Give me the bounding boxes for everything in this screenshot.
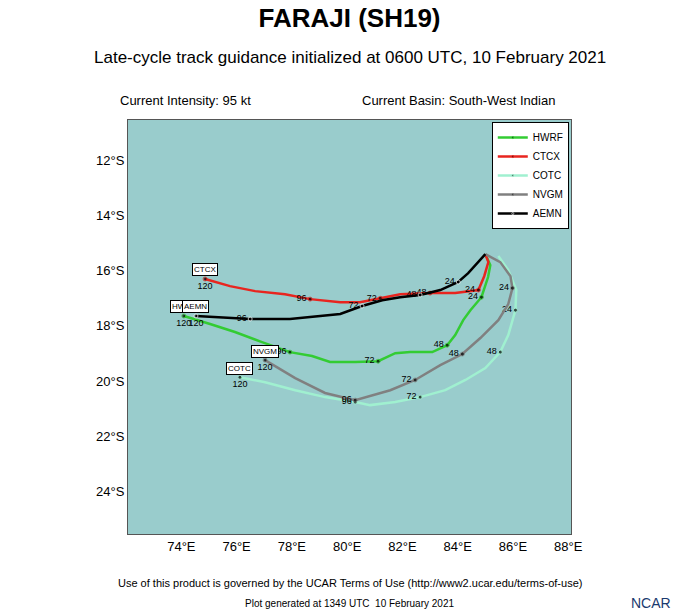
svg-text:72: 72 — [367, 293, 377, 303]
svg-text:24: 24 — [468, 291, 478, 301]
svg-text:88°E: 88°E — [554, 539, 583, 554]
svg-text:48: 48 — [407, 289, 417, 299]
svg-text:24: 24 — [502, 304, 512, 314]
svg-text:120: 120 — [176, 318, 191, 328]
svg-text:96: 96 — [342, 396, 352, 406]
svg-text:74°E: 74°E — [167, 539, 196, 554]
svg-text:48: 48 — [434, 339, 444, 349]
svg-text:CTCX: CTCX — [533, 151, 561, 162]
svg-text:24: 24 — [499, 282, 509, 292]
svg-text:78°E: 78°E — [278, 539, 307, 554]
svg-text:120: 120 — [258, 362, 273, 372]
svg-text:72: 72 — [365, 355, 375, 365]
svg-text:24: 24 — [445, 276, 455, 286]
svg-text:HWRF: HWRF — [533, 132, 563, 143]
svg-text:48: 48 — [487, 346, 497, 356]
svg-text:72: 72 — [349, 300, 359, 310]
svg-text:96: 96 — [297, 293, 307, 303]
svg-text:Current Basin: South-West Indi: Current Basin: South-West Indian — [362, 93, 555, 108]
svg-text:24°S: 24°S — [96, 484, 125, 499]
svg-text:NCAR: NCAR — [631, 595, 671, 611]
svg-text:12°S: 12°S — [96, 153, 125, 168]
svg-text:22°S: 22°S — [96, 429, 125, 444]
svg-text:NVGM: NVGM — [533, 189, 563, 200]
svg-text:Use of this product is governe: Use of this product is governed by the U… — [118, 577, 582, 589]
svg-text:120: 120 — [188, 318, 203, 328]
svg-text:24: 24 — [465, 284, 475, 294]
svg-text:FARAJI (SH19): FARAJI (SH19) — [258, 3, 440, 33]
svg-text:48: 48 — [449, 348, 459, 358]
svg-text:76°E: 76°E — [222, 539, 251, 554]
svg-text:96: 96 — [237, 313, 247, 323]
svg-text:96: 96 — [342, 394, 352, 404]
svg-text:CTCX: CTCX — [194, 265, 216, 274]
svg-text:96: 96 — [276, 346, 286, 356]
svg-text:Current Intensity: 95 kt: Current Intensity: 95 kt — [120, 93, 251, 108]
svg-text:120: 120 — [198, 281, 213, 291]
svg-text:16°S: 16°S — [96, 263, 125, 278]
svg-text:120: 120 — [232, 379, 247, 389]
svg-text:86°E: 86°E — [499, 539, 528, 554]
svg-text:72: 72 — [407, 391, 417, 401]
svg-text:84°E: 84°E — [444, 539, 473, 554]
svg-text:18°S: 18°S — [96, 318, 125, 333]
svg-text:HWRF: HWRF — [172, 302, 196, 311]
svg-text:20°S: 20°S — [96, 374, 125, 389]
svg-text:72: 72 — [402, 374, 412, 384]
svg-text:COTC: COTC — [533, 170, 561, 181]
svg-text:AEMN: AEMN — [533, 208, 562, 219]
svg-text:48: 48 — [417, 287, 427, 297]
svg-text:COTC: COTC — [228, 364, 251, 373]
svg-text:NVGM: NVGM — [253, 347, 277, 356]
svg-text:82°E: 82°E — [388, 539, 417, 554]
svg-text:14°S: 14°S — [96, 208, 125, 223]
svg-text:AEMN: AEMN — [184, 302, 207, 311]
svg-text:Late-cycle track guidance init: Late-cycle track guidance initialized at… — [94, 48, 606, 67]
svg-text:80°E: 80°E — [333, 539, 362, 554]
svg-text:Plot generated at 1349 UTC 10: Plot generated at 1349 UTC 10 February 2… — [245, 598, 454, 609]
